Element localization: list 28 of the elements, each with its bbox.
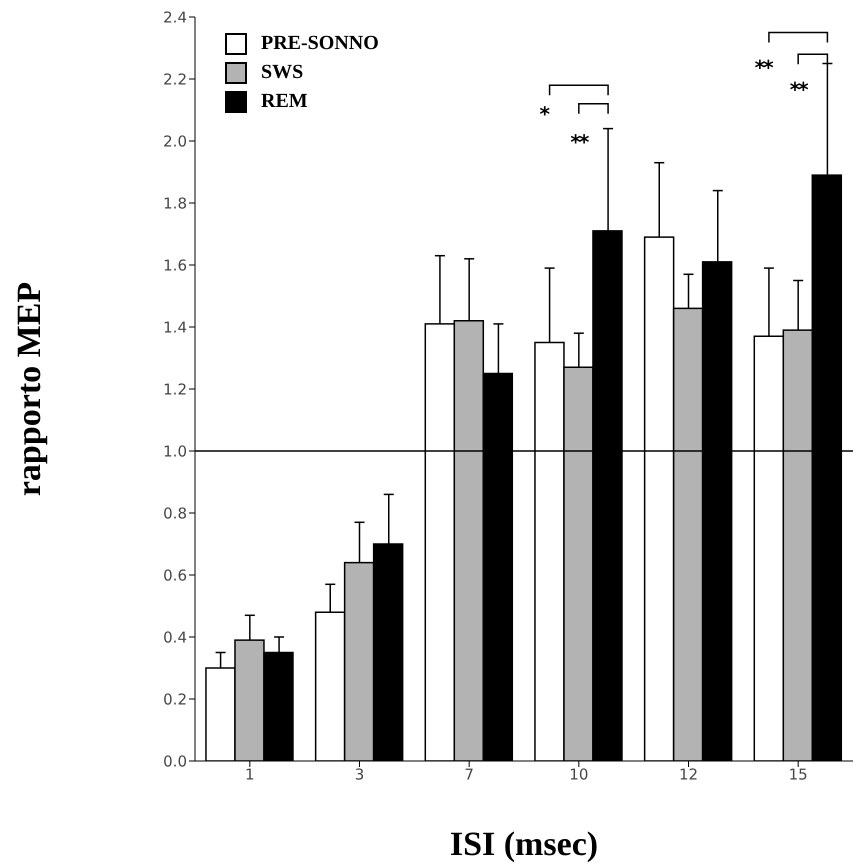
x-tick-label: 3 <box>354 766 364 784</box>
x-tick-label: 15 <box>788 766 808 784</box>
y-tick-label: 2.2 <box>163 70 187 88</box>
legend-label: SWS <box>261 61 304 84</box>
y-tick-label: 1.4 <box>163 318 187 336</box>
annotation: ** <box>570 130 590 154</box>
x-tick-label: 7 <box>464 766 474 784</box>
annotation: * <box>540 102 551 126</box>
y-tick-label: 0.8 <box>163 504 187 522</box>
y-tick-label: 1.8 <box>163 194 187 212</box>
y-tick-label: 2.0 <box>163 132 187 150</box>
x-tick-label: 12 <box>678 766 698 784</box>
x-tick-label: 10 <box>569 766 588 784</box>
y-tick-label: 0.6 <box>163 566 187 584</box>
y-tick-label: 2.4 <box>163 8 187 26</box>
y-axis-title: rapporto MEP <box>11 282 48 496</box>
y-tick-label: 1.0 <box>163 442 187 460</box>
y-tick-label: 1.2 <box>163 380 187 398</box>
annotation: ** <box>754 56 774 80</box>
x-axis-title: ISI (msec) <box>450 826 598 863</box>
annotation: ** <box>790 77 810 102</box>
y-tick-label: 0.0 <box>163 752 187 770</box>
legend-label: PRE-SONNO <box>261 32 379 55</box>
legend-label: REM <box>261 90 308 113</box>
y-tick-label: 0.2 <box>163 690 187 708</box>
y-tick-label: 0.4 <box>163 628 187 646</box>
y-tick-label: 1.6 <box>163 256 187 274</box>
x-tick-label: 1 <box>245 766 255 784</box>
